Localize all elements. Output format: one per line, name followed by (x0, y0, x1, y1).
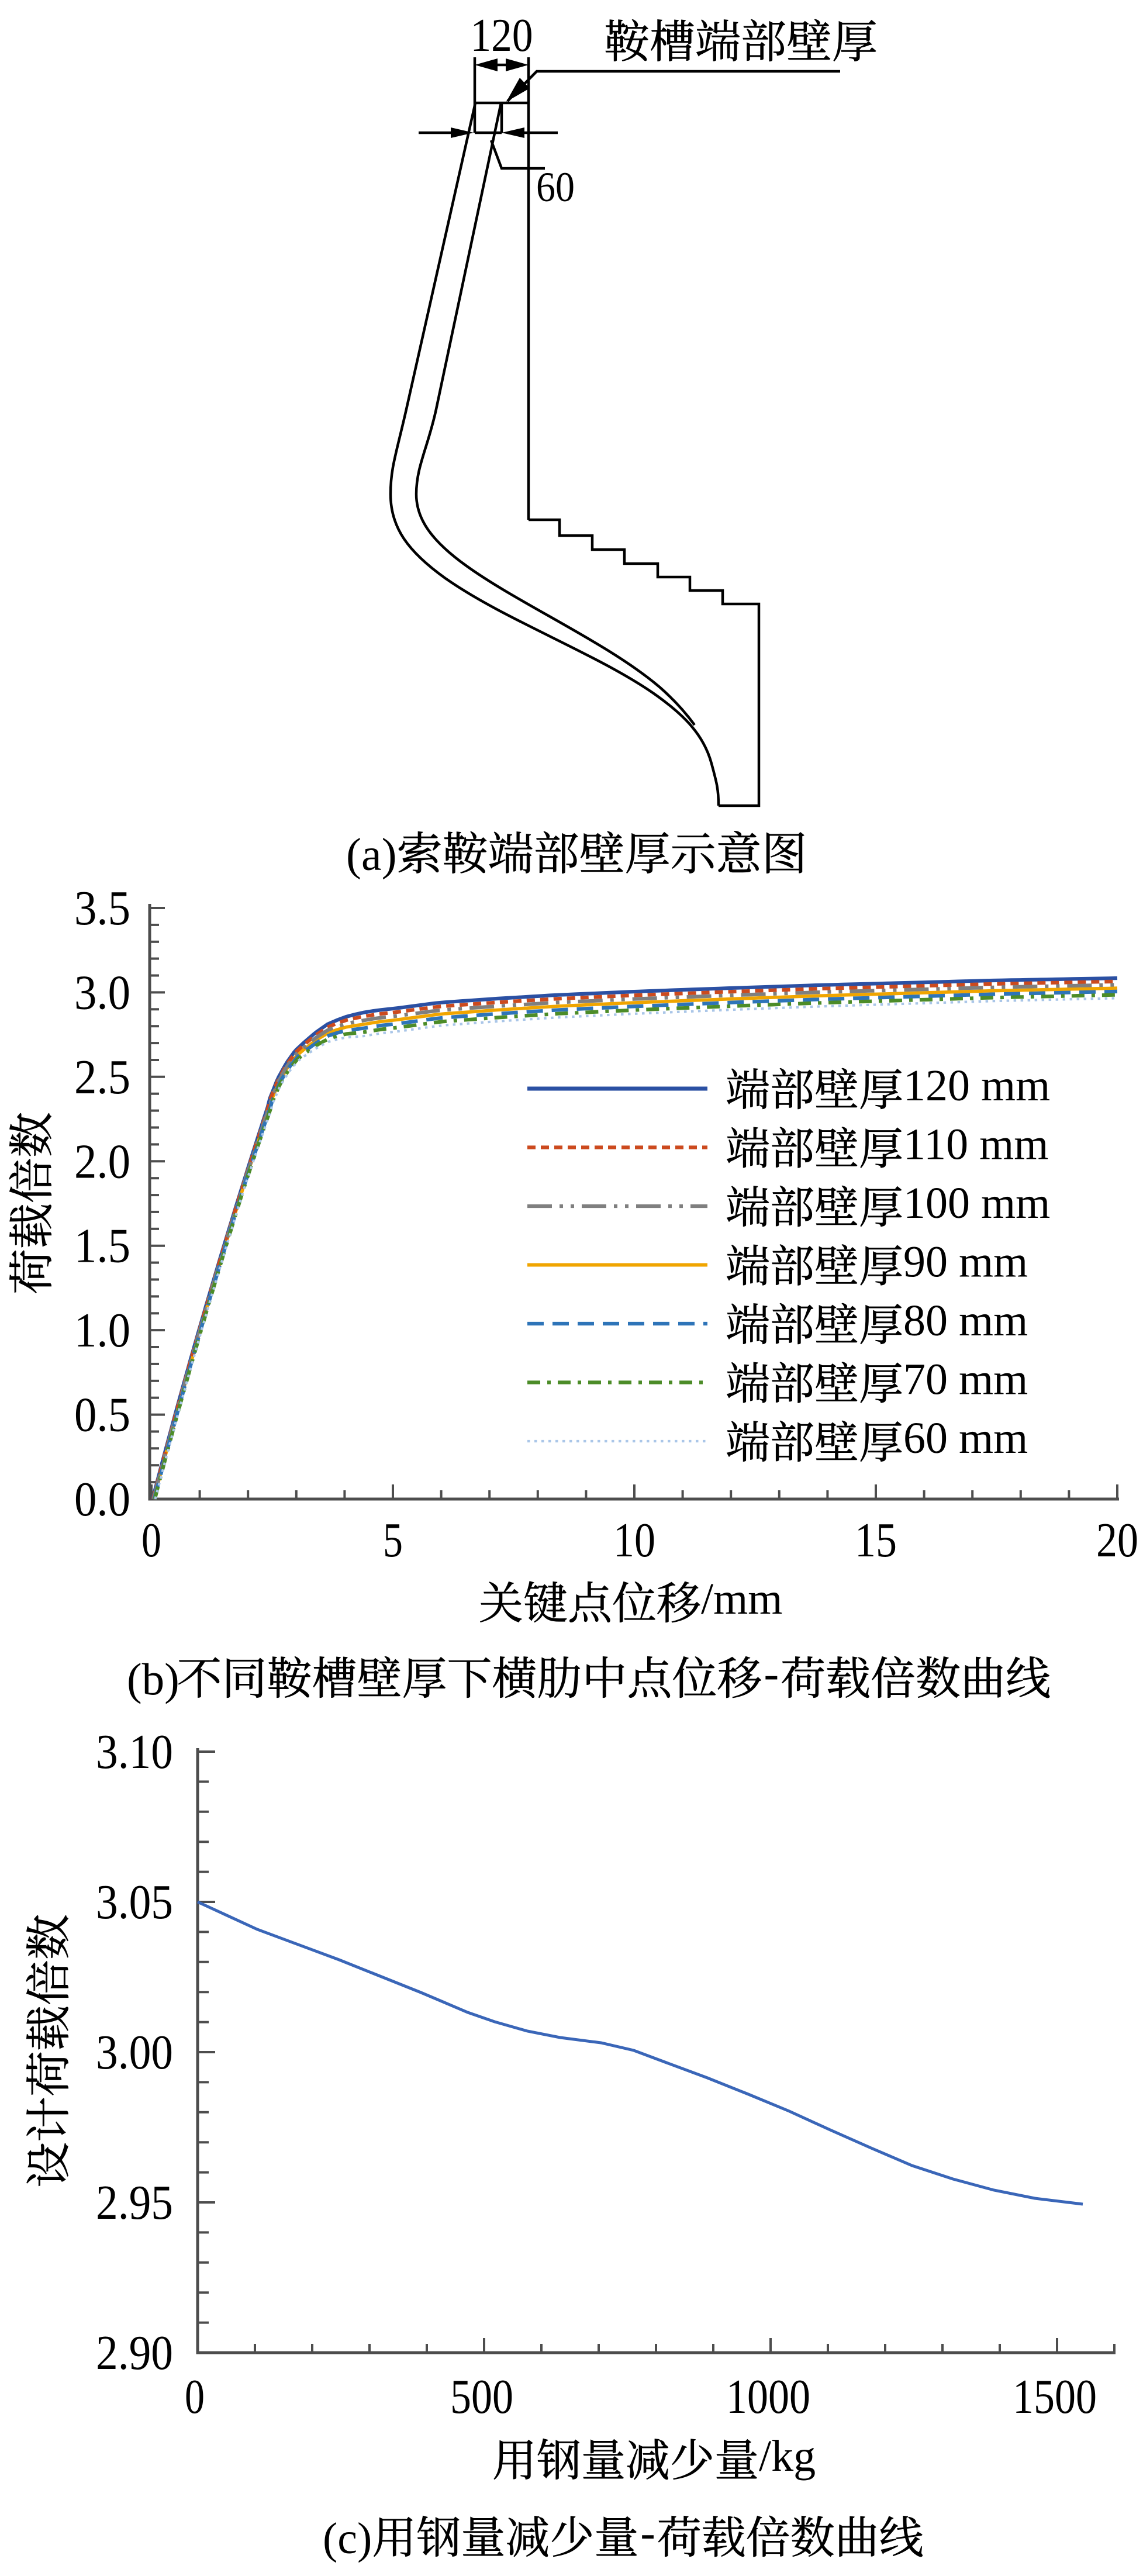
svg-text:70 mm: 70 mm (903, 1355, 1028, 1404)
svg-text:0: 0 (185, 2370, 205, 2424)
svg-text:2.95: 2.95 (96, 2176, 173, 2230)
svg-text:(a): (a) (346, 829, 397, 880)
svg-text:1.5: 1.5 (74, 1219, 130, 1273)
svg-text:5: 5 (383, 1513, 403, 1567)
svg-text:(c): (c) (323, 2514, 372, 2563)
svg-text:1000: 1000 (726, 2370, 810, 2424)
svg-text:10: 10 (613, 1513, 655, 1567)
svg-text:3.10: 3.10 (96, 1725, 173, 1779)
svg-text:80 mm: 80 mm (903, 1296, 1028, 1345)
svg-text:-: - (764, 1648, 779, 1698)
svg-text:90 mm: 90 mm (903, 1237, 1028, 1286)
svg-text:/mm: /mm (701, 1574, 782, 1624)
svg-text:0.5: 0.5 (74, 1388, 130, 1442)
svg-text:3.00: 3.00 (96, 2025, 173, 2080)
svg-text:1500: 1500 (1013, 2370, 1097, 2424)
svg-text:110 mm: 110 mm (903, 1120, 1048, 1169)
svg-text:15: 15 (855, 1513, 897, 1567)
svg-text:2.90: 2.90 (96, 2326, 173, 2380)
svg-text:120 mm: 120 mm (903, 1061, 1050, 1110)
svg-text:2.5: 2.5 (74, 1050, 130, 1104)
svg-text:1.0: 1.0 (74, 1303, 130, 1358)
svg-text:0: 0 (141, 1513, 161, 1567)
svg-text:3.05: 3.05 (96, 1875, 173, 1929)
svg-text:3.5: 3.5 (74, 881, 130, 935)
svg-text:500: 500 (450, 2370, 513, 2424)
svg-text:2.0: 2.0 (74, 1134, 130, 1189)
svg-text:-: - (640, 2508, 655, 2557)
svg-text:60: 60 (536, 164, 575, 210)
svg-text:120: 120 (471, 10, 533, 61)
svg-text:(b): (b) (127, 1654, 179, 1704)
svg-text:0.0: 0.0 (74, 1472, 130, 1527)
svg-text:60 mm: 60 mm (903, 1414, 1028, 1463)
svg-text:3.0: 3.0 (74, 965, 130, 1020)
svg-text:/kg: /kg (759, 2432, 816, 2481)
svg-text:20: 20 (1096, 1513, 1138, 1567)
svg-text:100 mm: 100 mm (903, 1179, 1050, 1228)
